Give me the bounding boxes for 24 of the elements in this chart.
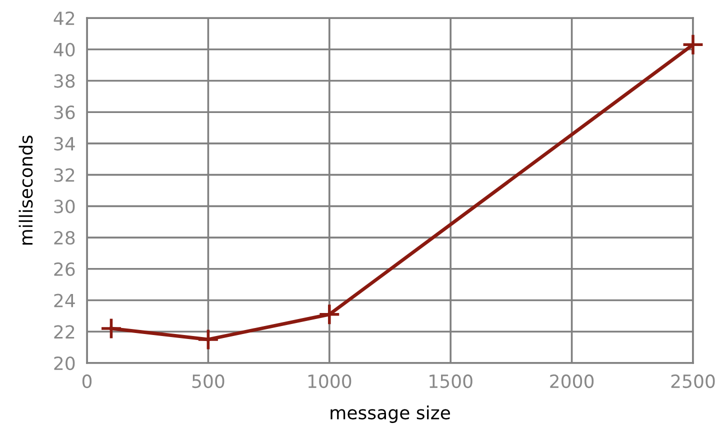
- y-tick-label: 32: [54, 168, 74, 182]
- y-tick-label: 26: [54, 262, 75, 276]
- y-tick-label: 22: [54, 325, 74, 338]
- x-tick-label: 2500: [671, 374, 715, 388]
- point: [318, 303, 341, 326]
- x-tick-label: 2000: [550, 374, 594, 388]
- y-tick-label: 42: [54, 11, 74, 25]
- y-tick-label: 38: [54, 74, 75, 88]
- y-tick-label: 36: [54, 106, 75, 120]
- point: [100, 317, 122, 340]
- x-tick-label: 1000: [308, 374, 352, 388]
- y-tick-label: 40: [54, 42, 75, 56]
- x-tick-label: 1500: [430, 374, 472, 388]
- x-tick-label: 0: [82, 374, 92, 388]
- y-tick-label: 20: [54, 356, 75, 370]
- point: [682, 34, 704, 56]
- point: [197, 328, 220, 351]
- y-axis-title: milliseconds: [18, 136, 33, 245]
- y-tick-label: 28: [54, 231, 75, 245]
- y-tick-label: 34: [54, 136, 75, 151]
- x-axis-title: message size: [330, 405, 450, 423]
- y-tick-label: 30: [54, 200, 75, 214]
- x-tick-label: 500: [192, 374, 224, 388]
- y-tick-label: 24: [54, 294, 75, 308]
